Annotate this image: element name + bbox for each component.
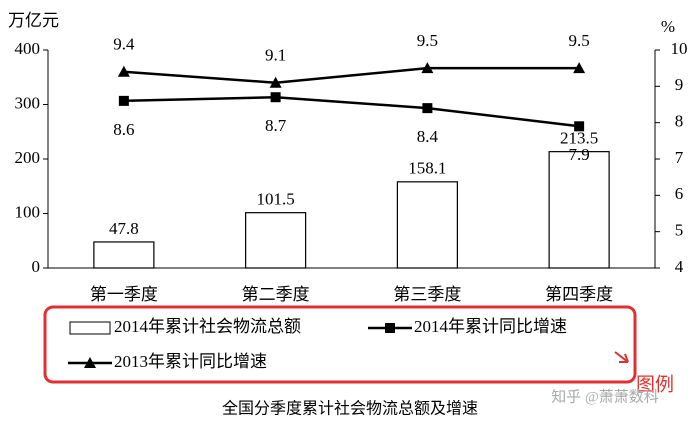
bar [548,151,610,269]
y2-axis-label: % [661,17,675,36]
annotation: 图例 [636,373,674,395]
bar [245,212,307,269]
y-tick-label: 200 [15,148,41,167]
legend-label: 2013年累计同比增速 [114,352,267,371]
y-tick-label: 100 [15,202,41,221]
line-marker [270,92,281,103]
line-marker [269,76,282,88]
line-value-label: 8.4 [417,127,439,146]
y2-tick-label: 7 [675,148,684,167]
x-tick-label: 第二季度 [242,285,310,304]
y-tick-label: 0 [32,257,41,276]
annotation-arrow [614,351,629,363]
line-marker [421,62,434,74]
y2-tick-label: 4 [675,257,684,276]
y-tick-label: 300 [15,93,41,112]
y2-tick-label: 8 [675,112,684,131]
series-line [123,95,580,128]
bar-value-label: 158.1 [408,159,446,178]
y2-tick-label: 6 [675,184,684,203]
y-axis-label: 万亿元 [8,11,59,30]
line-marker [117,65,130,77]
line-value-label: 9.4 [113,35,135,54]
y2-tick-label: 9 [675,75,684,94]
x-tick-label: 第一季度 [90,285,158,304]
y2-tick-label: 5 [675,221,684,240]
line-marker [573,62,586,74]
y-tick-label: 400 [15,39,41,58]
legend-highlight [43,305,637,384]
line-marker [574,121,585,132]
x-tick-label: 第三季度 [393,285,461,304]
x-tick-label: 第四季度 [545,285,613,304]
legend-swatch [69,321,111,335]
bar-value-label: 213.5 [560,129,598,148]
bar-value-label: 47.8 [109,219,139,238]
bar-value-label: 101.5 [257,190,295,209]
line-marker [118,95,129,106]
chart-title: 全国分季度累计社会物流总额及增速 [222,400,478,418]
legend-marker [84,357,96,368]
series-line [123,66,580,84]
line-value-label: 9.5 [569,31,590,50]
line-marker [422,103,433,114]
legend-label: 2014年累计同比增速 [414,317,567,336]
line-value-label: 8.7 [265,116,287,135]
line-value-label: 7.9 [569,145,590,164]
watermark: 知乎 @萧萧数科 [551,388,659,405]
line-value-label: 8.6 [113,120,134,139]
y2-tick-label: 10 [671,39,688,58]
bar [396,181,458,269]
legend-marker [385,323,395,333]
legend-label: 2014年累计社会物流总额 [114,317,301,336]
line-value-label: 9.1 [265,46,286,65]
line-value-label: 9.5 [417,31,438,50]
bar [93,241,155,269]
